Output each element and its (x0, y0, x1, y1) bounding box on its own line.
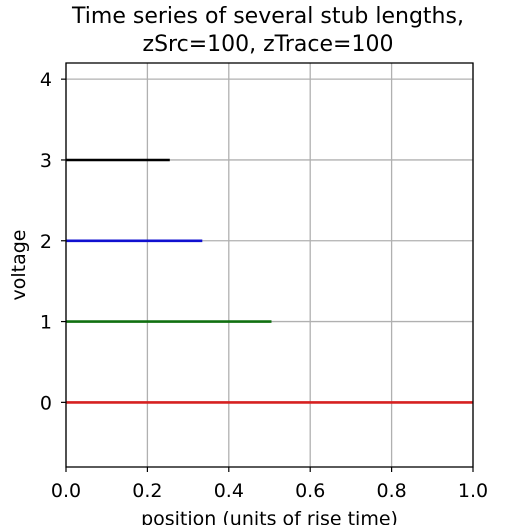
x-tick-label: 0.8 (376, 480, 406, 502)
y-tick-label: 0 (40, 392, 52, 414)
x-tick-label: 0.0 (51, 480, 81, 502)
y-tick-label: 2 (40, 231, 52, 253)
y-tick-label: 4 (40, 69, 52, 91)
x-tick-label: 1.0 (458, 480, 488, 502)
series-layer (66, 158, 473, 404)
ticks: 0.0 0.2 0.4 0.6 0.8 1.0 0 1 2 3 4 (40, 69, 488, 502)
x-tick-label: 0.4 (214, 480, 244, 502)
chart-title-line1: Time series of several stub lengths, (71, 4, 464, 29)
x-tick-label: 0.2 (132, 480, 162, 502)
grid (65, 63, 474, 467)
plot-frame (65, 62, 474, 468)
chart-title-line2: zSrc=100, zTrace=100 (143, 32, 394, 57)
y-tick-label: 1 (40, 312, 52, 334)
x-axis-label: position (units of rise time) (141, 508, 398, 525)
x-tick-label: 0.6 (295, 480, 325, 502)
y-tick-label: 3 (40, 150, 52, 172)
y-axis-label: voltage (8, 230, 30, 301)
